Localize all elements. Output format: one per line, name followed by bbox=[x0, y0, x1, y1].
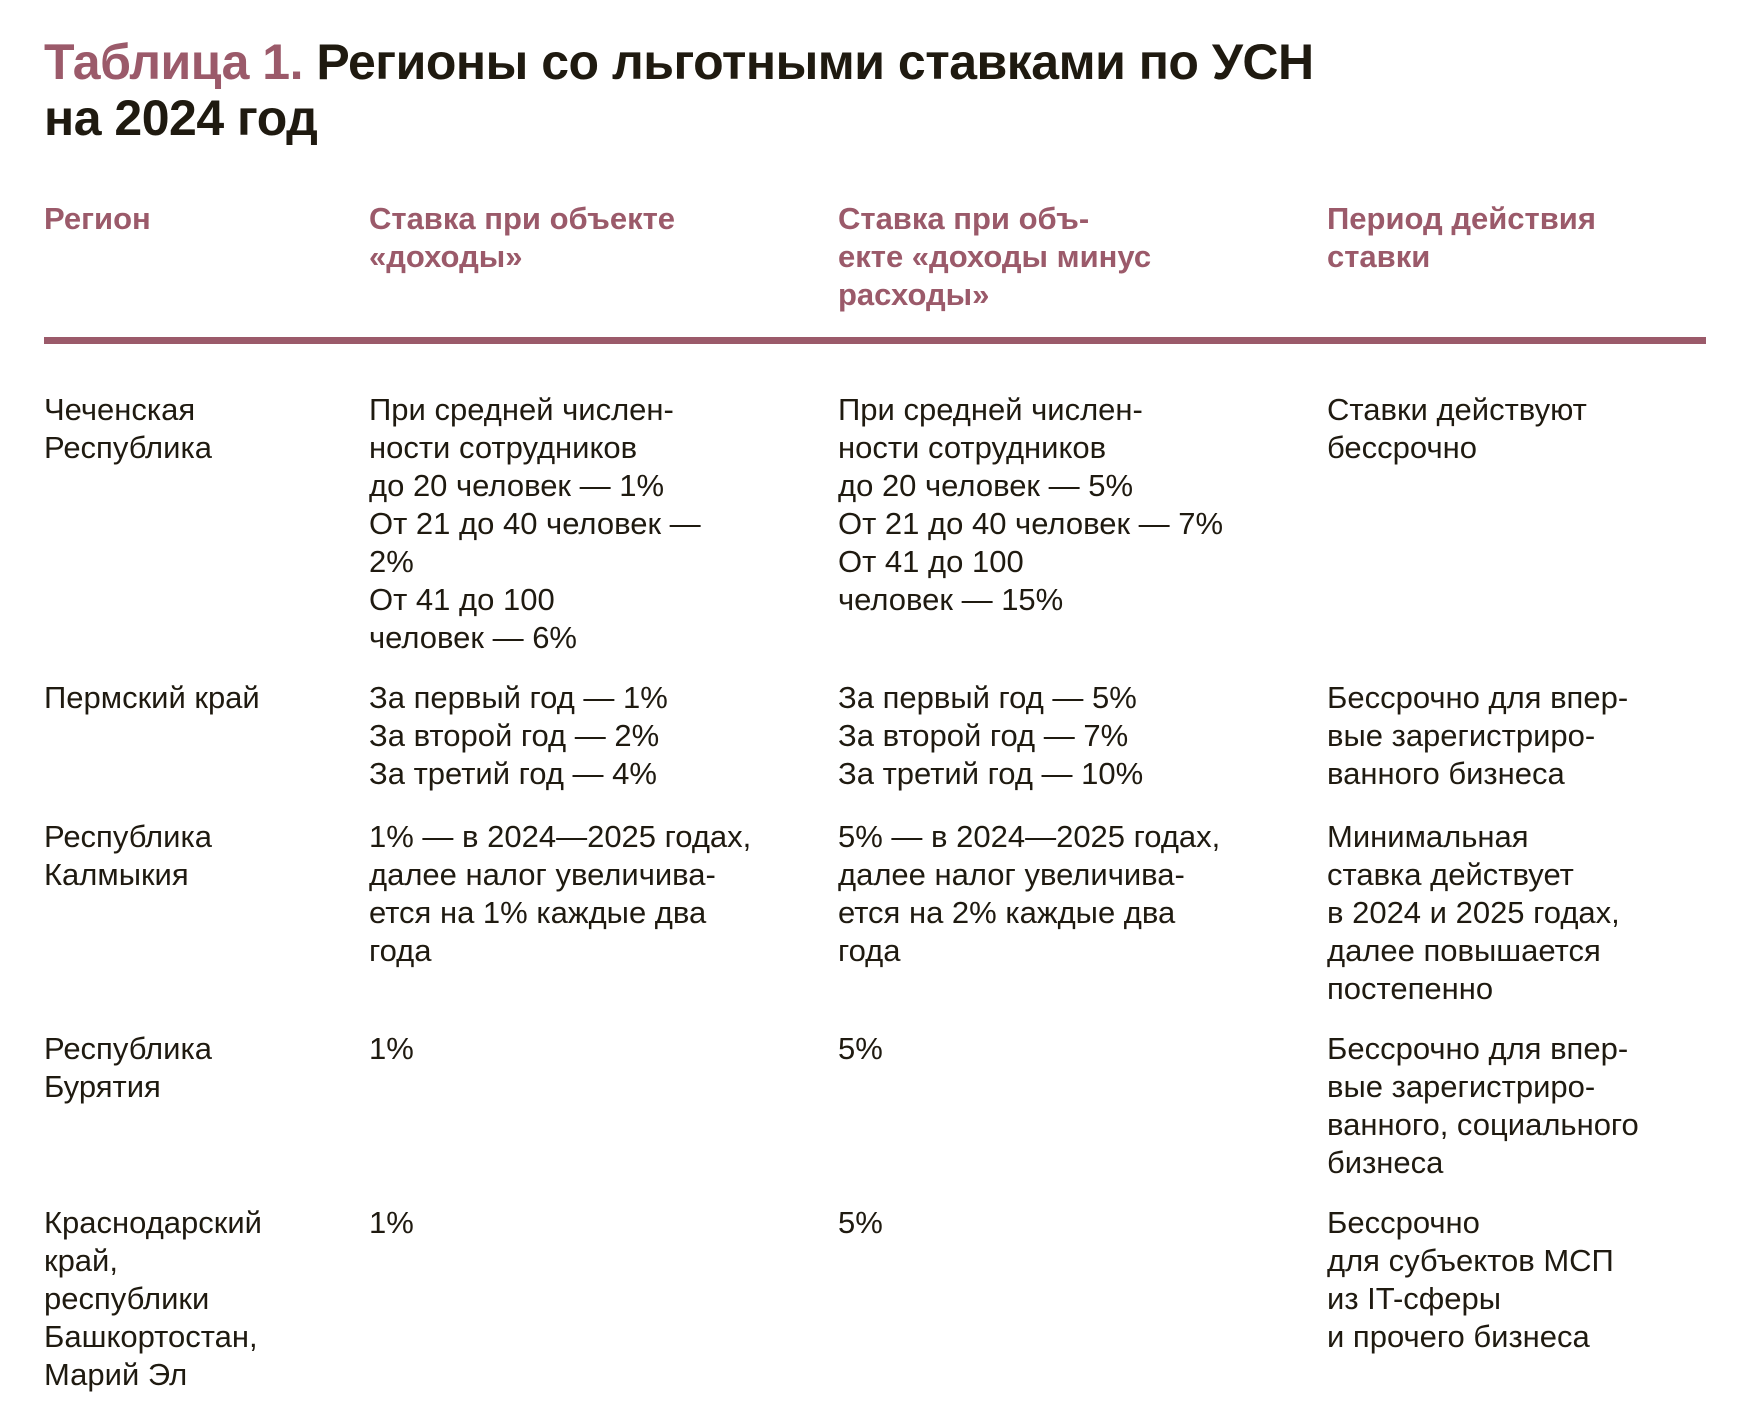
cell-region: Республика Калмыкия bbox=[44, 819, 212, 892]
header-income-minus-expenses-rate: Ставка при объ- екте «доходы минус расхо… bbox=[838, 201, 1152, 312]
cell-region: Краснодарский край, республики Башкортос… bbox=[44, 1205, 262, 1392]
cell-income-rate: 1% — в 2024—2025 годах, далее налог увел… bbox=[369, 819, 752, 968]
cell-income-minus-expenses-rate: 5% — в 2024—2025 годах, далее налог увел… bbox=[838, 819, 1221, 968]
cell-region: Республика Бурятия bbox=[44, 1031, 212, 1104]
header-income-rate: Ставка при объекте «доходы» bbox=[369, 201, 676, 274]
header-region: Регион bbox=[44, 201, 151, 236]
cell-period: Бессрочно для впер- вые зарегистриро- ва… bbox=[1327, 1031, 1639, 1180]
cell-income-minus-expenses-rate: За первый год — 5% За второй год — 7% За… bbox=[838, 680, 1144, 791]
cell-income-minus-expenses-rate: При средней числен- ности сотрудников до… bbox=[838, 392, 1224, 617]
header-period: Период действия ставки bbox=[1327, 201, 1596, 274]
table-title: Таблица 1. Регионы со льготными ставками… bbox=[44, 34, 1314, 146]
table-number: Таблица 1. bbox=[44, 34, 304, 90]
cell-period: Бессрочно для субъектов МСП из IT-сферы … bbox=[1327, 1205, 1614, 1354]
cell-income-rate: За первый год — 1% За второй год — 2% За… bbox=[369, 680, 668, 791]
cell-income-minus-expenses-rate: 5% bbox=[838, 1205, 883, 1240]
header-divider bbox=[44, 337, 1706, 344]
cell-period: Ставки действуют бессрочно bbox=[1327, 392, 1587, 465]
cell-period: Бессрочно для впер- вые зарегистриро- ва… bbox=[1327, 680, 1629, 791]
cell-income-rate: 1% bbox=[369, 1205, 414, 1240]
table-caption: Регионы со льготными ставками по УСН на … bbox=[44, 34, 1314, 146]
cell-income-rate: При средней числен- ности сотрудников до… bbox=[369, 392, 701, 655]
cell-income-minus-expenses-rate: 5% bbox=[838, 1031, 883, 1066]
cell-region: Чеченская Республика bbox=[44, 392, 212, 465]
cell-period: Минимальная ставка действует в 2024 и 20… bbox=[1327, 819, 1620, 1006]
cell-income-rate: 1% bbox=[369, 1031, 414, 1066]
cell-region: Пермский край bbox=[44, 680, 260, 715]
